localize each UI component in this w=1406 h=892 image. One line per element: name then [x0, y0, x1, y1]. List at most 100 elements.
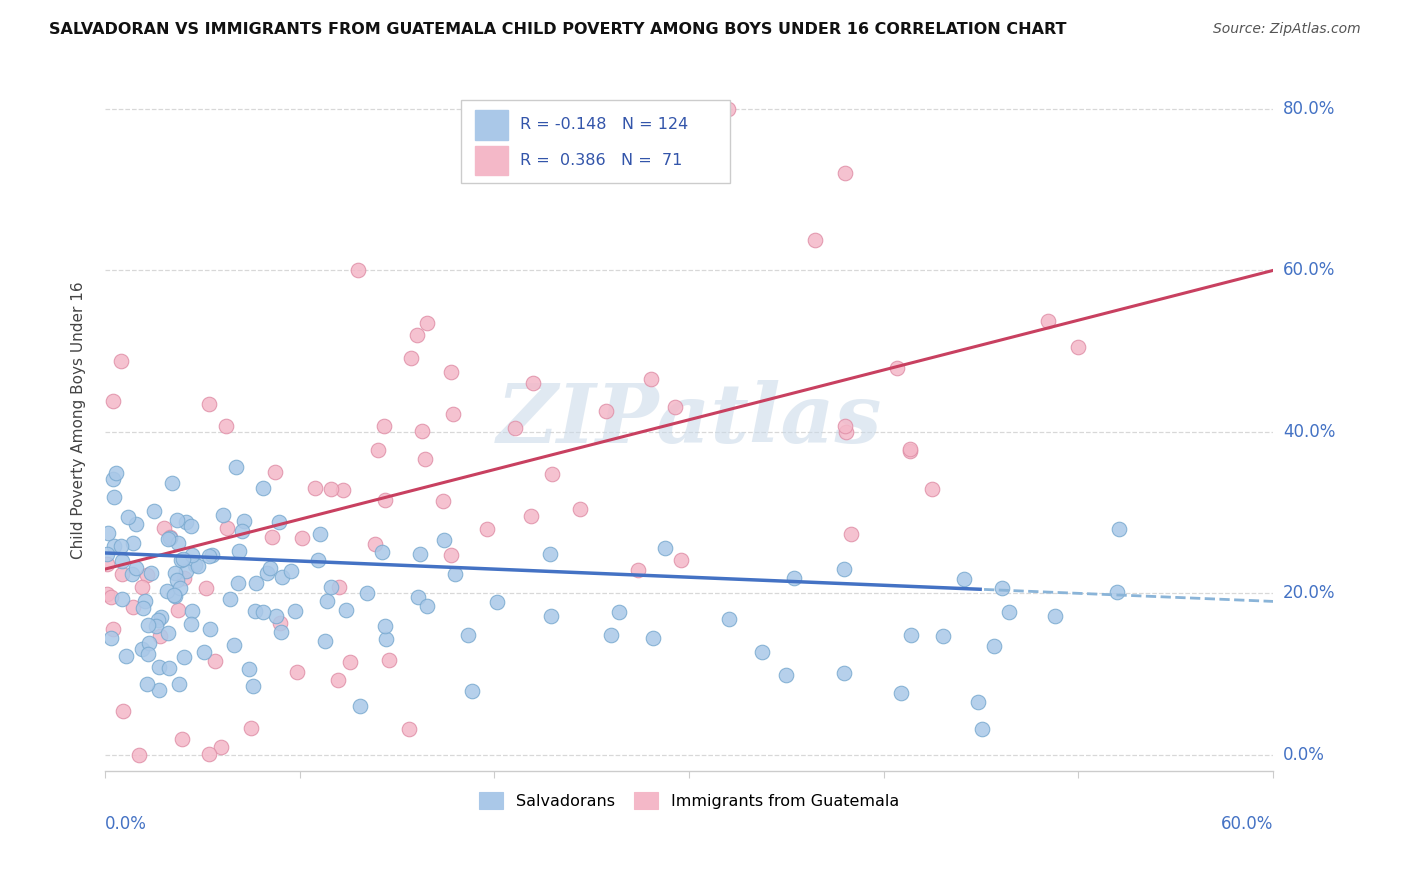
Point [371, 544, 394, 558]
Point [121, 566, 143, 581]
Point [111, 566, 134, 581]
Point [284, 604, 307, 618]
Point [139, 566, 162, 580]
Point [243, 603, 266, 617]
Point [347, 263, 370, 277]
Point [538, 547, 561, 561]
Point [170, 732, 193, 747]
Point [209, 739, 232, 754]
Point [219, 592, 242, 607]
Point [970, 722, 993, 736]
Point [413, 451, 436, 466]
Point [280, 564, 302, 578]
Point [326, 673, 349, 688]
Point [165, 566, 187, 581]
Point [180, 519, 202, 533]
Point [998, 605, 1021, 619]
Point [105, 466, 128, 480]
Point [214, 419, 236, 434]
Point [416, 316, 439, 330]
Point [832, 562, 855, 576]
Point [169, 582, 191, 596]
Text: 0.0%: 0.0% [105, 815, 146, 833]
Point [900, 628, 922, 642]
Point [264, 465, 287, 479]
Point [100, 590, 122, 604]
Point [252, 481, 274, 495]
Point [717, 102, 740, 116]
Point [307, 553, 329, 567]
Point [541, 467, 564, 481]
Point [174, 564, 197, 578]
Point [156, 532, 179, 546]
Point [148, 659, 170, 673]
Point [269, 515, 291, 529]
Point [886, 361, 908, 376]
Point [228, 544, 250, 558]
Point [406, 590, 429, 604]
Point [783, 571, 806, 585]
Point [405, 328, 427, 343]
Point [159, 530, 181, 544]
Point [111, 591, 134, 606]
Point [432, 494, 454, 508]
Point [440, 365, 463, 379]
FancyBboxPatch shape [461, 100, 730, 183]
Point [132, 601, 155, 615]
Point [349, 698, 371, 713]
Point [201, 548, 224, 562]
Point [153, 521, 176, 535]
Point [101, 622, 124, 636]
Point [138, 636, 160, 650]
Point [125, 561, 148, 575]
Point [162, 476, 184, 491]
Point [122, 599, 145, 614]
Point [117, 509, 139, 524]
Point [460, 683, 482, 698]
Legend: Salvadorans, Immigrants from Guatemala: Salvadorans, Immigrants from Guatemala [472, 786, 905, 815]
Point [415, 599, 437, 613]
Point [173, 649, 195, 664]
Point [217, 521, 239, 535]
Point [131, 641, 153, 656]
Point [643, 631, 665, 645]
Point [803, 233, 825, 247]
Point [669, 553, 692, 567]
Point [166, 536, 188, 550]
Point [242, 679, 264, 693]
Point [1043, 609, 1066, 624]
Point [475, 523, 498, 537]
Point [226, 575, 249, 590]
Point [150, 609, 173, 624]
Point [100, 631, 122, 645]
Point [374, 619, 396, 633]
Point [260, 530, 283, 544]
Point [159, 531, 181, 545]
Text: ZIPatlas: ZIPatlas [496, 380, 882, 459]
Point [173, 571, 195, 585]
Point [378, 653, 401, 667]
Point [398, 722, 420, 736]
Point [259, 561, 281, 575]
Point [166, 573, 188, 587]
Point [654, 541, 676, 555]
Point [834, 418, 856, 433]
Point [967, 695, 990, 709]
Y-axis label: Child Poverty Among Boys Under 16: Child Poverty Among Boys Under 16 [72, 281, 86, 558]
Point [184, 558, 207, 572]
Point [112, 704, 135, 718]
Point [204, 655, 226, 669]
Point [197, 747, 219, 761]
Point [270, 570, 292, 584]
Point [309, 526, 332, 541]
Point [328, 580, 350, 594]
Point [96, 587, 118, 601]
Point [399, 351, 422, 366]
Point [143, 504, 166, 518]
Point [321, 580, 343, 594]
Point [335, 602, 357, 616]
Bar [475, 111, 508, 140]
Point [166, 513, 188, 527]
Point [240, 721, 263, 735]
Point [198, 622, 221, 636]
